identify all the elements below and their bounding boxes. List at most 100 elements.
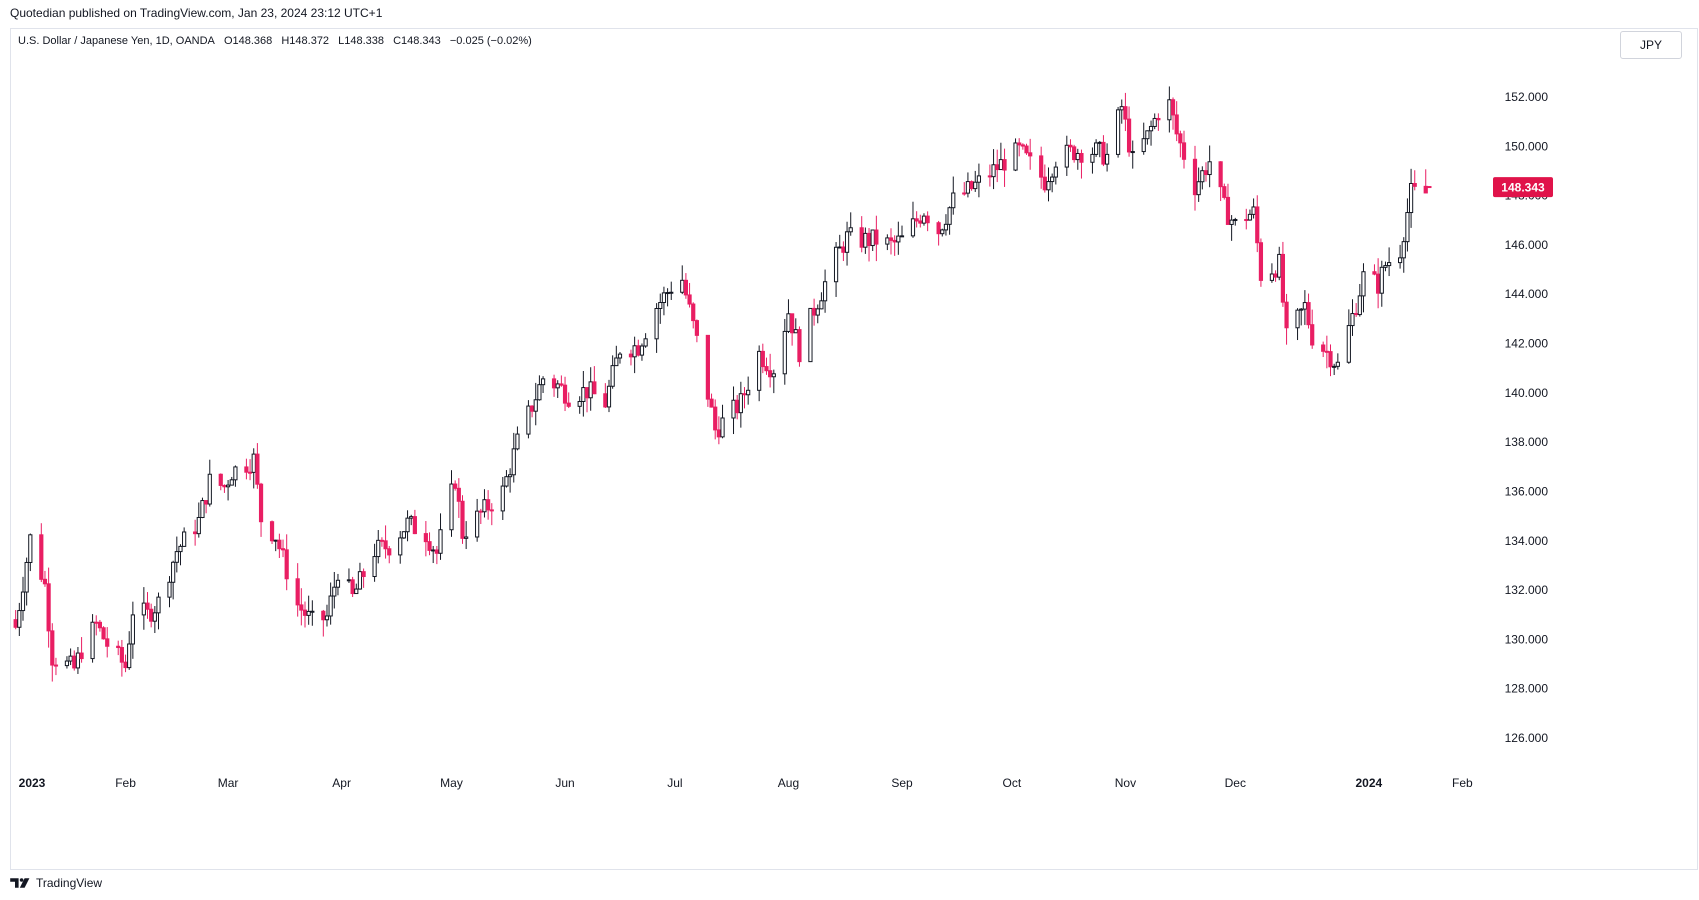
candle-body	[42, 578, 48, 585]
candle-body	[1115, 109, 1121, 155]
tradingview-logo-icon	[10, 878, 30, 888]
y-tick-label: 130.000	[1505, 632, 1549, 646]
candle-body	[127, 643, 132, 669]
tradingview-brand[interactable]: TradingView	[10, 876, 102, 890]
candle-body	[925, 215, 930, 224]
candle-body	[870, 229, 875, 247]
legend-symbol[interactable]: U.S. Dollar / Japanese Yen, 1D, OANDA	[18, 35, 215, 47]
candle-body	[24, 561, 29, 593]
candle-body	[13, 619, 18, 628]
candle-body	[833, 246, 839, 283]
candle-body	[53, 664, 59, 667]
candle-body	[1145, 130, 1150, 140]
legend-change: −0.025 (−0.02%)	[449, 35, 532, 47]
candle-body	[284, 549, 289, 580]
candle-body	[1299, 308, 1304, 311]
candle-body	[1042, 176, 1047, 191]
y-tick-label: 142.000	[1505, 337, 1549, 351]
candle-body	[669, 291, 674, 294]
candle-body	[193, 531, 198, 535]
x-tick-label: May	[440, 776, 463, 790]
legend-open: O148.368	[223, 35, 273, 47]
candle-body	[273, 539, 278, 542]
candle-body	[478, 510, 483, 513]
candle-body	[1064, 144, 1069, 168]
candle-body	[1225, 196, 1231, 225]
candle-body	[581, 387, 586, 402]
candle-body	[75, 652, 81, 669]
candle-body	[643, 338, 648, 347]
candle-body	[1053, 166, 1058, 178]
candle-body	[1119, 106, 1124, 111]
candle-body	[1258, 242, 1264, 281]
candle-body	[1068, 144, 1073, 148]
y-tick-label: 144.000	[1505, 287, 1549, 301]
candle-body	[888, 237, 894, 241]
candle-body	[1028, 152, 1033, 157]
y-tick-label: 128.000	[1505, 682, 1549, 696]
candle-body	[1350, 313, 1355, 327]
candle-body	[603, 393, 608, 408]
candle-body	[1130, 151, 1135, 154]
candle-body	[204, 500, 209, 505]
candle-body	[171, 561, 176, 583]
candle-body	[844, 231, 850, 253]
candle-body	[1148, 125, 1154, 132]
candle-body	[764, 366, 769, 372]
candle-body	[940, 229, 945, 235]
x-tick-label: Oct	[1003, 776, 1022, 790]
x-tick-label: Aug	[778, 776, 799, 790]
candle-body	[1203, 170, 1209, 176]
candle-body	[866, 232, 872, 247]
candle-body	[306, 610, 311, 616]
candle-body	[119, 647, 124, 663]
x-tick-label: Jul	[667, 776, 682, 790]
candle-body	[1383, 265, 1388, 268]
candle-body	[526, 405, 531, 435]
candle-body	[1346, 325, 1351, 363]
candle-body	[72, 655, 77, 669]
candle-body	[1218, 161, 1223, 188]
candle-body	[661, 292, 667, 304]
candle-body	[141, 602, 146, 616]
candle-body	[632, 345, 637, 358]
candle-body	[207, 473, 212, 505]
candle-body	[1079, 153, 1084, 163]
candle-body	[559, 383, 564, 386]
candle-body	[200, 500, 205, 518]
candle-body	[438, 529, 443, 554]
candle-body	[1277, 253, 1282, 278]
candle-body	[1174, 114, 1179, 135]
candle-body	[328, 595, 333, 617]
candle-body	[357, 571, 363, 590]
candle-body	[17, 610, 22, 628]
candle-body	[1269, 273, 1275, 281]
candle-body	[1156, 117, 1161, 121]
candle-body	[1002, 159, 1007, 171]
price-chart[interactable]: 126.000 128.000 130.000 132.000 134.000 136.0…	[0, 0, 1699, 870]
y-tick-label: 134.000	[1505, 534, 1549, 548]
currency-unit-button[interactable]: JPY	[1620, 31, 1682, 59]
candle-body	[280, 548, 286, 551]
candle-body	[837, 246, 842, 249]
candle-body	[537, 384, 542, 401]
candle-body	[1321, 344, 1326, 352]
candle-body	[1170, 99, 1176, 116]
candle-body	[105, 638, 110, 647]
candle-body	[738, 393, 743, 414]
candle-body	[354, 588, 359, 595]
candles-group	[13, 86, 1432, 682]
candle-body	[1222, 186, 1227, 198]
candle-body	[540, 378, 546, 386]
candle-body	[610, 365, 615, 387]
candle-body	[995, 164, 1000, 171]
x-tick-label: Feb	[115, 776, 136, 790]
candle-body	[1152, 117, 1157, 127]
y-tick-label: 140.000	[1505, 386, 1549, 400]
candle-body	[768, 370, 773, 378]
candle-body	[1408, 182, 1414, 214]
candle-body	[412, 516, 417, 535]
candle-body	[449, 483, 454, 531]
candle-body	[511, 448, 516, 476]
candle-body	[475, 510, 480, 538]
